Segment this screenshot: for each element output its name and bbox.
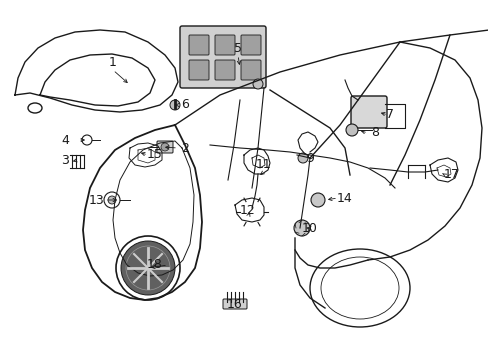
Circle shape	[252, 79, 263, 89]
Circle shape	[108, 196, 116, 204]
Circle shape	[293, 220, 309, 236]
Text: 3: 3	[61, 153, 69, 166]
Circle shape	[310, 193, 325, 207]
Text: 13: 13	[89, 194, 104, 207]
Text: 8: 8	[370, 126, 378, 139]
FancyBboxPatch shape	[215, 60, 235, 80]
Text: 14: 14	[336, 192, 352, 204]
Text: 16: 16	[226, 298, 243, 311]
Text: 5: 5	[234, 41, 242, 54]
Text: 17: 17	[443, 168, 459, 181]
Circle shape	[121, 241, 175, 295]
Text: 11: 11	[256, 158, 271, 171]
Text: 15: 15	[147, 148, 163, 162]
FancyBboxPatch shape	[189, 60, 208, 80]
Text: 1: 1	[109, 55, 117, 68]
FancyBboxPatch shape	[241, 60, 261, 80]
Circle shape	[297, 153, 307, 163]
Text: 2: 2	[181, 141, 188, 154]
FancyBboxPatch shape	[180, 26, 265, 88]
Text: 9: 9	[305, 152, 313, 165]
Text: 12: 12	[240, 203, 255, 216]
Circle shape	[170, 100, 180, 110]
Text: 18: 18	[147, 258, 163, 271]
Text: 7: 7	[385, 108, 393, 122]
FancyBboxPatch shape	[215, 35, 235, 55]
FancyBboxPatch shape	[241, 35, 261, 55]
FancyBboxPatch shape	[223, 299, 246, 309]
Circle shape	[346, 124, 357, 136]
Circle shape	[161, 143, 169, 151]
Text: 10: 10	[302, 221, 317, 234]
FancyBboxPatch shape	[157, 141, 173, 153]
Text: 4: 4	[61, 134, 69, 147]
FancyBboxPatch shape	[189, 35, 208, 55]
Text: 6: 6	[181, 99, 188, 112]
FancyBboxPatch shape	[350, 96, 386, 128]
